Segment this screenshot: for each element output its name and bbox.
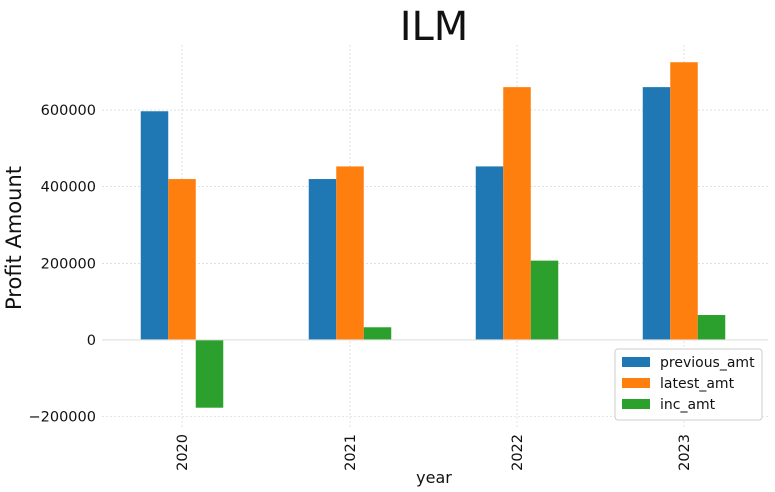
bars — [140, 62, 726, 408]
bar-latest_amt-2023 — [670, 62, 698, 340]
y-tick-label: 200000 — [41, 256, 96, 272]
bar-inc_amt-2023 — [697, 315, 726, 340]
legend: previous_amt latest_amt inc_amt — [614, 348, 763, 421]
legend-swatch — [622, 399, 650, 409]
legend-swatch — [622, 378, 650, 388]
y-tick-label: −200000 — [28, 410, 96, 426]
y-tick-labels: −200000 0 200000 400000 600000 — [28, 103, 96, 425]
bar-previous_amt-2020 — [140, 111, 169, 340]
y-tick-label: 0 — [87, 333, 96, 349]
bar-previous_amt-2022 — [475, 166, 504, 340]
bar-latest_amt-2020 — [168, 179, 196, 340]
y-tick-label: 400000 — [41, 180, 96, 196]
x-tick-label: 2022 — [510, 434, 526, 471]
bar-latest_amt-2022 — [503, 87, 531, 340]
x-tick-label: 2023 — [677, 434, 693, 471]
bar-inc_amt-2020 — [195, 339, 224, 408]
bar-previous_amt-2021 — [308, 179, 337, 340]
legend-box — [614, 348, 763, 421]
bar-previous_amt-2023 — [642, 87, 671, 340]
y-tick-label: 600000 — [41, 103, 96, 119]
legend-label: previous_amt — [660, 355, 755, 371]
bar-inc_amt-2021 — [363, 327, 392, 340]
chart-title: ILM — [400, 4, 469, 50]
bar-latest_amt-2021 — [336, 166, 364, 340]
legend-label: latest_amt — [660, 376, 735, 392]
x-tick-label: 2020 — [175, 434, 191, 471]
legend-swatch — [622, 357, 650, 367]
y-axis-label: Profit Amount — [2, 166, 26, 310]
legend-label: inc_amt — [660, 397, 716, 413]
x-axis-label: year — [416, 468, 452, 487]
bar-inc_amt-2022 — [530, 260, 559, 340]
x-tick-label: 2021 — [343, 434, 359, 471]
x-tick-labels: 2020 2021 2022 2023 — [175, 434, 693, 471]
